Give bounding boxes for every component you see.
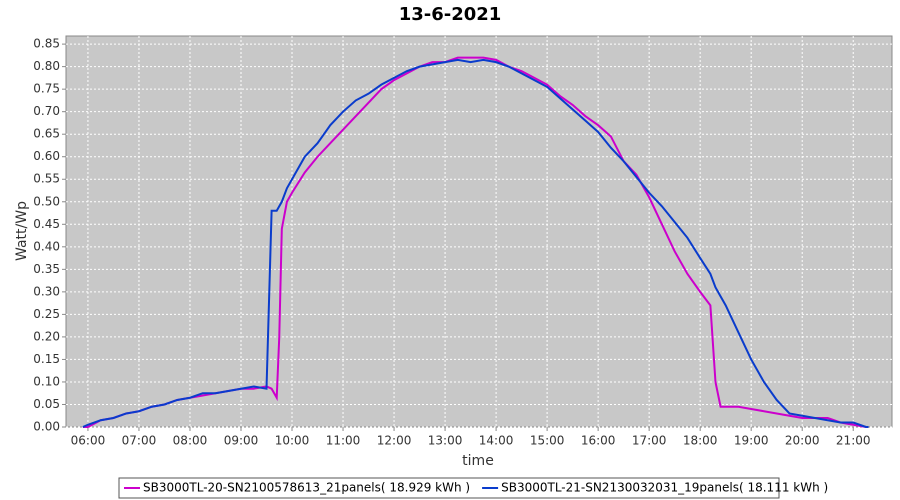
x-tick-label: 20:00 bbox=[785, 434, 820, 448]
y-tick-label: 0.35 bbox=[33, 262, 60, 276]
legend-label: SB3000TL-21-SN2130032031_19panels( 18.11… bbox=[501, 481, 828, 495]
x-tick-label: 15:00 bbox=[530, 434, 565, 448]
y-tick-label: 0.55 bbox=[33, 172, 60, 186]
y-tick-label: 0.30 bbox=[33, 284, 60, 298]
x-tick-label: 10:00 bbox=[275, 434, 310, 448]
y-tick-label: 0.25 bbox=[33, 307, 60, 321]
y-tick-label: 0.20 bbox=[33, 329, 60, 343]
x-axis-label: time bbox=[462, 453, 494, 469]
x-tick-label: 18:00 bbox=[683, 434, 718, 448]
x-tick-label: 17:00 bbox=[632, 434, 667, 448]
y-tick-label: 0.40 bbox=[33, 239, 60, 253]
y-tick-label: 0.05 bbox=[33, 397, 60, 411]
x-tick-label: 11:00 bbox=[326, 434, 361, 448]
x-tick-label: 09:00 bbox=[224, 434, 259, 448]
x-tick-label: 08:00 bbox=[173, 434, 208, 448]
x-tick-label: 16:00 bbox=[581, 434, 616, 448]
y-tick-label: 0.15 bbox=[33, 352, 60, 366]
y-tick-label: 0.80 bbox=[33, 59, 60, 73]
y-axis-label: Watt/Wp bbox=[14, 201, 30, 261]
x-tick-label: 21:00 bbox=[836, 434, 871, 448]
plot-area bbox=[65, 35, 893, 428]
x-tick-label: 13:00 bbox=[428, 434, 463, 448]
legend bbox=[118, 477, 780, 499]
x-tick-label: 07:00 bbox=[122, 434, 157, 448]
y-tick-label: 0.00 bbox=[33, 420, 60, 434]
chart-title: 13-6-2021 bbox=[399, 4, 502, 25]
y-tick-label: 0.75 bbox=[33, 82, 60, 96]
x-tick-label: 19:00 bbox=[734, 434, 769, 448]
y-tick-label: 0.70 bbox=[33, 104, 60, 118]
x-tick-label: 06:00 bbox=[71, 434, 106, 448]
x-tick-label: 14:00 bbox=[479, 434, 514, 448]
y-tick-label: 0.45 bbox=[33, 217, 60, 231]
y-tick-label: 0.10 bbox=[33, 374, 60, 388]
y-tick-label: 0.85 bbox=[33, 37, 60, 51]
x-tick-label: 12:00 bbox=[377, 434, 412, 448]
y-tick-label: 0.65 bbox=[33, 127, 60, 141]
series-line bbox=[82, 58, 869, 428]
legend-label: SB3000TL-20-SN2100578613_21panels( 18.92… bbox=[143, 481, 470, 495]
y-tick-label: 0.60 bbox=[33, 149, 60, 163]
y-tick-label: 0.50 bbox=[33, 194, 60, 208]
